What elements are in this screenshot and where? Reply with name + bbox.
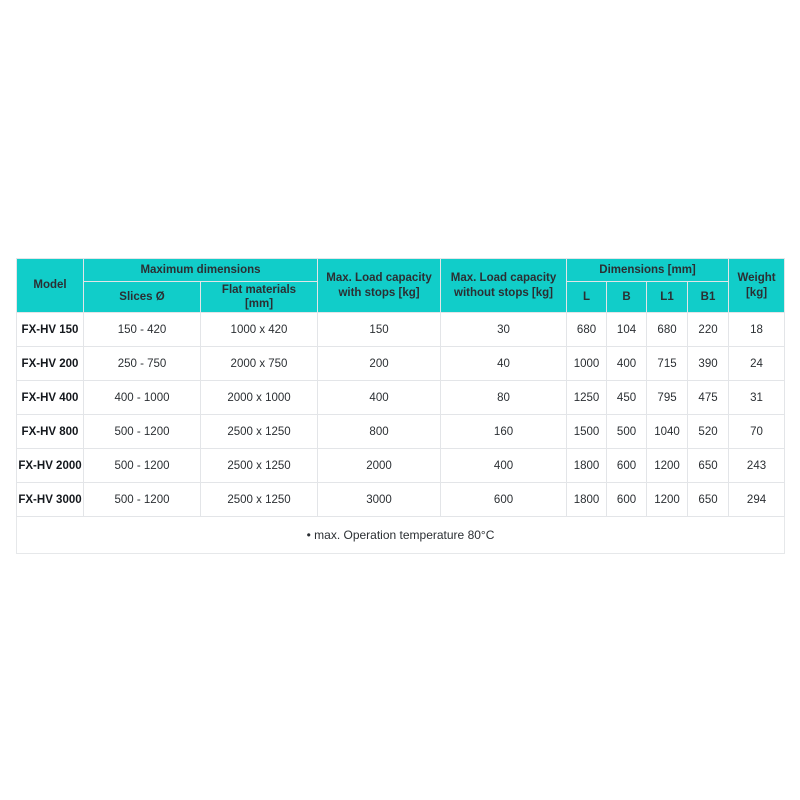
cell-dim-b1: 650 <box>687 448 730 483</box>
cell-model: FX-HV 2000 <box>16 448 84 483</box>
cell-slices: 500 - 1200 <box>83 482 201 517</box>
header-slices: Slices Ø <box>83 281 201 313</box>
header-flat-materials-line1: Flat materials <box>221 283 297 296</box>
cell-dim-l: 1000 <box>566 346 608 381</box>
cell-load-with-stops: 3000 <box>317 482 442 517</box>
cell-weight: 294 <box>728 482 786 517</box>
cell-dim-l: 680 <box>566 312 608 347</box>
cell-load-without-stops: 80 <box>440 380 568 415</box>
cell-flat-materials: 2000 x 750 <box>199 346 319 381</box>
header-load-with-stops-line1: Max. Load capacity <box>326 272 432 285</box>
cell-dim-b1: 475 <box>687 380 730 415</box>
header-weight-line1: Weight <box>737 272 776 285</box>
header-row-sub: Slices Ø Flat materials [mm] L B L1 B1 <box>17 281 785 313</box>
cell-load-without-stops: 600 <box>440 482 568 517</box>
header-weight-line2: [kg] <box>745 286 768 299</box>
header-dim-l1: L1 <box>646 281 689 313</box>
cell-weight: 18 <box>728 312 786 347</box>
specification-table: Model Maximum dimensions Max. Load capac… <box>15 258 786 554</box>
cell-model: FX-HV 200 <box>16 346 84 381</box>
cell-dim-l: 1800 <box>566 482 608 517</box>
cell-load-without-stops: 160 <box>440 414 568 449</box>
cell-slices: 400 - 1000 <box>83 380 201 415</box>
header-load-without-stops-line2: without stops [kg] <box>454 286 554 299</box>
header-load-with-stops-line2: with stops [kg] <box>338 286 420 299</box>
cell-dim-b: 400 <box>606 346 648 381</box>
cell-flat-materials: 2000 x 1000 <box>199 380 319 415</box>
specification-table-container: Model Maximum dimensions Max. Load capac… <box>15 258 786 554</box>
header-flat-materials-line2: [mm] <box>244 298 274 310</box>
table-row: FX-HV 200 250 - 750 2000 x 750 200 40 1000 400… <box>16 346 786 381</box>
cell-dim-l1: 1200 <box>646 482 689 517</box>
cell-dim-l1: 1200 <box>646 448 689 483</box>
cell-model: FX-HV 800 <box>16 414 84 449</box>
header-row-group: Model Maximum dimensions Max. Load capac… <box>16 258 786 313</box>
cell-dim-l1: 715 <box>646 346 689 381</box>
cell-dim-b1: 650 <box>687 482 730 517</box>
cell-flat-materials: 2500 x 1250 <box>199 414 319 449</box>
cell-dim-b1: 390 <box>687 346 730 381</box>
table-row: FX-HV 400 400 - 1000 2000 x 1000 400 80 1250 4… <box>16 380 786 415</box>
table-body: FX-HV 150 150 - 420 1000 x 420 150 30 680 104 6… <box>16 312 786 517</box>
cell-model: FX-HV 150 <box>16 312 84 347</box>
header-load-capacity-with-stops: Max. Load capacity with stops [kg] <box>317 258 442 313</box>
cell-load-without-stops: 40 <box>440 346 568 381</box>
header-load-capacity-without-stops: Max. Load capacity without stops [kg] <box>440 258 568 313</box>
cell-dim-b1: 520 <box>687 414 730 449</box>
header-dim-l: L <box>566 281 608 313</box>
table-row: FX-HV 2000 500 - 1200 2500 x 1250 2000 400 18… <box>16 448 786 483</box>
header-dim-b: B <box>606 281 648 313</box>
header-dim-b1: B1 <box>687 281 730 313</box>
header-model: Model <box>16 258 84 313</box>
cell-weight: 31 <box>728 380 786 415</box>
cell-dim-b1: 220 <box>687 312 730 347</box>
table-row: FX-HV 3000 500 - 1200 2500 x 1250 3000 600 18… <box>16 482 786 517</box>
cell-load-without-stops: 30 <box>440 312 568 347</box>
table-footer: • max. Operation temperature 80°C <box>15 516 786 554</box>
footnote-cell: • max. Operation temperature 80°C <box>15 516 786 554</box>
cell-flat-materials: 1000 x 420 <box>199 312 319 347</box>
cell-dim-l: 1250 <box>566 380 608 415</box>
cell-load-with-stops: 400 <box>317 380 442 415</box>
header-dimensions-group: Dimensions [mm] <box>566 258 730 282</box>
cell-load-with-stops: 150 <box>317 312 442 347</box>
header-load-without-stops-line1: Max. Load capacity <box>450 272 557 285</box>
cell-slices: 150 - 420 <box>83 312 201 347</box>
cell-load-with-stops: 2000 <box>317 448 442 483</box>
table-row: FX-HV 800 500 - 1200 2500 x 1250 800 160 1500… <box>16 414 786 449</box>
cell-dim-l: 1500 <box>566 414 608 449</box>
cell-slices: 500 - 1200 <box>83 448 201 483</box>
cell-flat-materials: 2500 x 1250 <box>199 482 319 517</box>
cell-slices: 250 - 750 <box>83 346 201 381</box>
cell-slices: 500 - 1200 <box>83 414 201 449</box>
footnote-row: • max. Operation temperature 80°C <box>15 516 786 554</box>
header-weight: Weight [kg] <box>728 258 786 313</box>
cell-load-without-stops: 400 <box>440 448 568 483</box>
header-flat-materials: Flat materials [mm] <box>199 281 319 313</box>
cell-dim-b: 450 <box>606 380 648 415</box>
table-header: Model Maximum dimensions Max. Load capac… <box>16 258 786 313</box>
cell-dim-b: 600 <box>606 448 648 483</box>
table-row: FX-HV 150 150 - 420 1000 x 420 150 30 680 104 6… <box>16 312 786 347</box>
cell-dim-l: 1800 <box>566 448 608 483</box>
cell-weight: 70 <box>728 414 786 449</box>
cell-load-with-stops: 800 <box>317 414 442 449</box>
cell-dim-b: 104 <box>606 312 648 347</box>
cell-model: FX-HV 3000 <box>16 482 84 517</box>
cell-dim-b: 600 <box>606 482 648 517</box>
cell-load-with-stops: 200 <box>317 346 442 381</box>
cell-flat-materials: 2500 x 1250 <box>199 448 319 483</box>
cell-model: FX-HV 400 <box>16 380 84 415</box>
cell-weight: 243 <box>728 448 786 483</box>
cell-dim-l1: 680 <box>646 312 689 347</box>
cell-dim-l1: 1040 <box>646 414 689 449</box>
header-maximum-dimensions: Maximum dimensions <box>82 258 319 282</box>
cell-dim-b: 500 <box>606 414 648 449</box>
cell-dim-l1: 795 <box>646 380 689 415</box>
cell-weight: 24 <box>728 346 786 381</box>
